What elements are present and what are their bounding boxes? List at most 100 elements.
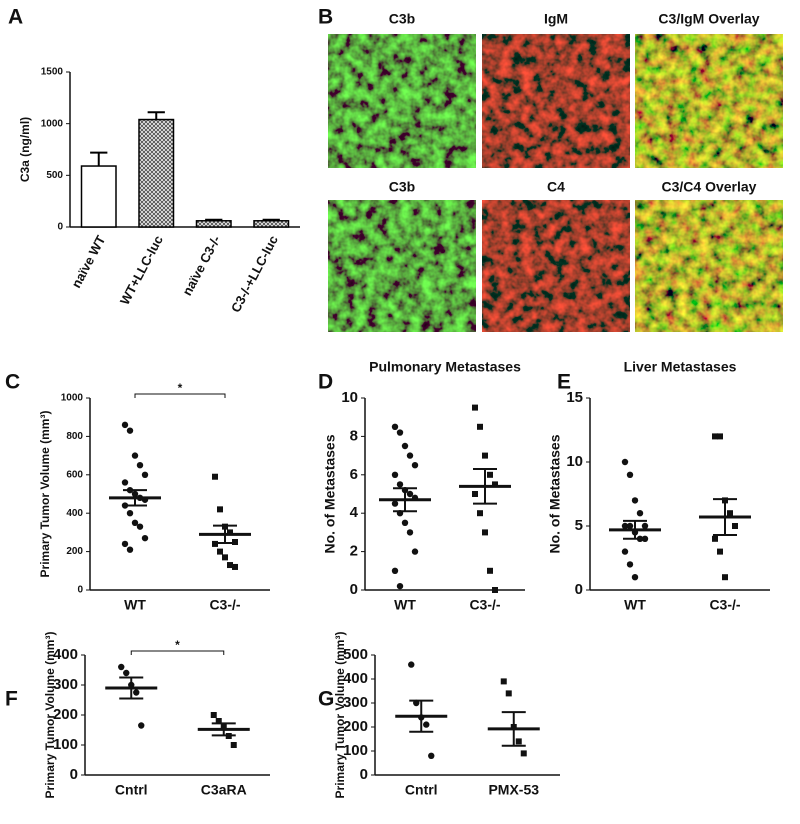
y-axis-label: C3a (ng/ml) bbox=[18, 117, 32, 182]
x-tick-label: C3-/- bbox=[209, 597, 240, 613]
data-point bbox=[141, 534, 149, 542]
data-point bbox=[391, 423, 399, 430]
data-point bbox=[391, 567, 399, 574]
panel-label: B bbox=[318, 6, 333, 29]
data-point bbox=[631, 574, 639, 581]
data-point bbox=[232, 563, 238, 570]
y-tick-label: 15 bbox=[566, 389, 583, 406]
x-tick-label: naïve WT bbox=[68, 233, 108, 290]
data-point bbox=[722, 574, 728, 581]
data-point bbox=[423, 721, 430, 728]
data-point bbox=[626, 522, 634, 530]
data-point bbox=[717, 548, 723, 555]
y-tick-label: 0 bbox=[575, 581, 583, 598]
chart-title: Liver Metastases bbox=[624, 359, 737, 375]
y-tick-label: 200 bbox=[343, 718, 368, 735]
data-point bbox=[626, 561, 634, 568]
y-tick-label: 2 bbox=[350, 543, 358, 560]
y-tick-label: 300 bbox=[343, 694, 368, 711]
data-point bbox=[411, 548, 419, 555]
x-tick-label: PMX-53 bbox=[488, 782, 539, 798]
data-point bbox=[472, 491, 478, 497]
data-point bbox=[727, 510, 733, 517]
data-point bbox=[631, 497, 639, 504]
x-tick-label: WT+LLC-luc bbox=[117, 233, 166, 307]
data-point bbox=[482, 452, 488, 459]
data-point bbox=[217, 548, 223, 555]
micrograph-label: C3b bbox=[389, 11, 415, 27]
panel-label: E bbox=[557, 371, 571, 394]
bar bbox=[80, 165, 117, 228]
data-point bbox=[121, 540, 129, 548]
data-point bbox=[230, 742, 237, 748]
micrograph bbox=[482, 200, 630, 332]
data-point bbox=[406, 529, 414, 536]
data-point bbox=[227, 562, 233, 569]
data-point bbox=[126, 510, 134, 517]
data-point bbox=[396, 429, 404, 436]
data-point bbox=[477, 423, 483, 430]
y-tick-label: 200 bbox=[53, 706, 78, 723]
data-point bbox=[121, 421, 129, 429]
data-point bbox=[472, 404, 478, 411]
x-tick-label: WT bbox=[124, 597, 146, 613]
data-point bbox=[411, 462, 419, 469]
data-point bbox=[487, 471, 493, 478]
data-point bbox=[136, 523, 144, 530]
data-point bbox=[717, 433, 723, 440]
micrograph-label: C4 bbox=[547, 179, 565, 195]
panel-label: G bbox=[318, 688, 334, 711]
data-point bbox=[123, 669, 130, 677]
micrograph-label: C3/IgM Overlay bbox=[658, 11, 759, 27]
y-tick-label: 10 bbox=[566, 453, 583, 470]
data-point bbox=[136, 462, 144, 469]
y-tick-label: 200 bbox=[66, 546, 83, 557]
data-point bbox=[396, 481, 404, 488]
x-tick-label: WT bbox=[394, 597, 416, 613]
significance-label: * bbox=[175, 638, 180, 652]
data-point bbox=[391, 471, 399, 478]
y-tick-label: 300 bbox=[53, 676, 78, 693]
x-tick-label: Cntrl bbox=[405, 782, 438, 798]
y-tick-label: 500 bbox=[46, 170, 63, 181]
x-tick-label: C3aRA bbox=[201, 782, 247, 798]
y-tick-label: 400 bbox=[343, 670, 368, 687]
data-point bbox=[215, 718, 222, 724]
data-point bbox=[391, 500, 399, 507]
significance-label: * bbox=[178, 381, 183, 395]
micrograph bbox=[635, 34, 783, 168]
micrograph-label: IgM bbox=[544, 11, 568, 27]
micrograph-label: C3b bbox=[389, 179, 415, 195]
y-tick-label: 8 bbox=[350, 427, 358, 444]
y-axis-label: No. of Metastases bbox=[322, 434, 338, 553]
y-tick-label: 800 bbox=[66, 431, 83, 442]
data-point bbox=[133, 689, 140, 696]
data-point bbox=[477, 510, 483, 517]
bar bbox=[138, 118, 175, 228]
data-point bbox=[217, 506, 223, 513]
micrograph bbox=[482, 34, 630, 168]
data-point bbox=[515, 738, 522, 745]
data-point bbox=[712, 433, 718, 440]
x-tick-label: naïve C3-/- bbox=[179, 233, 223, 298]
data-point bbox=[520, 750, 527, 757]
x-tick-label: C3-/- bbox=[469, 597, 500, 613]
data-point bbox=[118, 663, 125, 671]
data-point bbox=[210, 712, 217, 718]
y-tick-label: 400 bbox=[66, 508, 83, 519]
panel-label: F bbox=[5, 688, 18, 711]
y-tick-label: 0 bbox=[360, 766, 368, 783]
y-tick-label: 600 bbox=[66, 469, 83, 480]
y-tick-label: 4 bbox=[350, 504, 359, 521]
data-point bbox=[227, 529, 233, 536]
y-tick-label: 0 bbox=[70, 766, 78, 783]
y-tick-label: 0 bbox=[57, 222, 63, 233]
data-point bbox=[621, 548, 629, 555]
panel-label: D bbox=[318, 371, 333, 394]
data-point bbox=[131, 519, 139, 526]
data-point bbox=[641, 522, 649, 530]
y-tick-label: 0 bbox=[350, 581, 358, 598]
y-axis-label: Primary Tumor Volume (mm³) bbox=[38, 411, 52, 578]
data-point bbox=[401, 442, 409, 450]
data-point bbox=[408, 661, 415, 668]
